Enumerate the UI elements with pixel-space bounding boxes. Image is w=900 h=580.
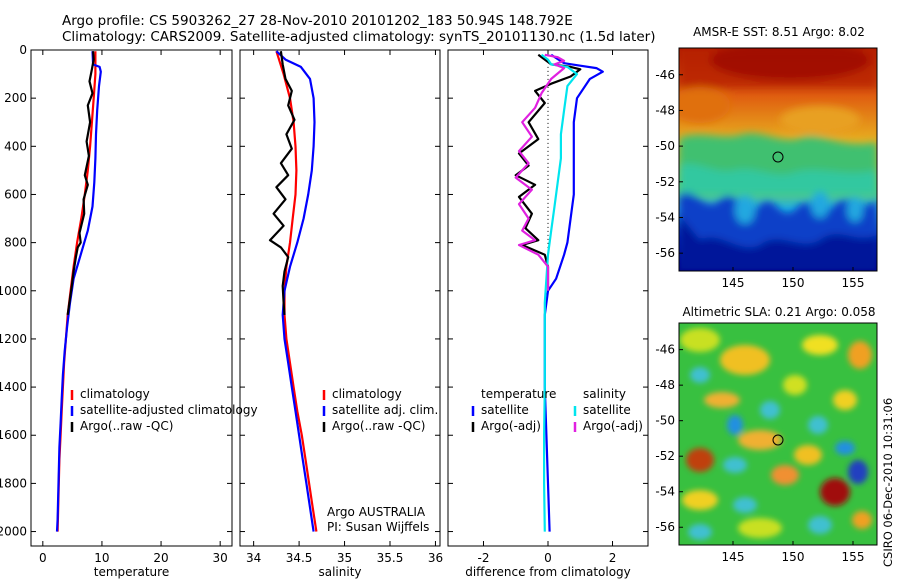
map-y-tick-label: -54	[655, 485, 675, 499]
series-line-4	[514, 53, 566, 291]
legend-entry: salinity	[583, 387, 626, 401]
map-x-tick-label: 145	[722, 276, 745, 290]
legend-entry: Argo(-adj)	[481, 419, 541, 433]
x-tick-label: 34	[246, 551, 261, 565]
x-tick-label: 2	[609, 551, 617, 565]
map-y-tick-label: -48	[655, 378, 675, 392]
y-tick-label: 2000	[0, 525, 27, 539]
legend-entry: Argo(..raw -QC)	[80, 419, 173, 433]
sla-map-ticks: 145 150 155 -46 -48 -50 -52 -54 -56	[655, 343, 864, 564]
x-tick-label: 0	[544, 551, 552, 565]
x-tick-label: 10	[94, 551, 109, 565]
series-line-3	[66, 51, 95, 316]
map-x-tick-label: 150	[782, 550, 805, 564]
legend-entry: climatology	[332, 387, 402, 401]
sst-map-title: AMSR-E SST: 8.51 Argo: 8.02	[693, 25, 865, 39]
x-tick-label: 0	[39, 551, 47, 565]
axes-box	[239, 49, 441, 547]
x-axis-label: salinity	[318, 565, 361, 579]
footer-stamp: CSIRO 06-Dec-2010 10:31:06	[881, 398, 895, 567]
x-tick-label: -2	[477, 551, 489, 565]
profile-plots: 0 10 20 30020040060080010001200140016001800…	[0, 43, 649, 579]
sla-map-title: Altimetric SLA: 0.21 Argo: 0.058	[682, 305, 875, 319]
y-tick-label: 1400	[0, 380, 27, 394]
x-tick-label: 35	[337, 551, 352, 565]
legend-entry: satellite	[481, 403, 529, 417]
legend-entry: temperature	[481, 387, 556, 401]
map-y-tick-label: -54	[655, 210, 675, 224]
legend-entry: satellite	[583, 403, 631, 417]
sst-map-ticks: 145 150 155 -46 -48 -50 -52 -54 -56	[655, 68, 864, 290]
legend-entry: Argo(..raw -QC)	[332, 419, 425, 433]
series-line-2	[275, 50, 316, 532]
legend-entry: Argo(-adj)	[583, 419, 643, 433]
map-y-tick-label: -48	[655, 103, 675, 117]
profile-panel-2: 34 34.5 35 35.5 36 salinity climatology satelli…	[239, 49, 443, 579]
series-line-3	[540, 53, 579, 532]
x-tick-label: 36	[428, 551, 443, 565]
series-line-3	[268, 51, 296, 315]
x-tick-label: 30	[213, 551, 228, 565]
x-tick-label: 34.5	[286, 551, 313, 565]
map-y-tick-label: -56	[655, 520, 675, 534]
sst-field	[679, 48, 877, 271]
series-line-2	[55, 51, 102, 532]
map-y-tick-label: -50	[655, 414, 675, 428]
y-tick-label: 1800	[0, 476, 27, 490]
map-x-tick-label: 155	[842, 276, 865, 290]
sla-argo-marker	[772, 434, 784, 446]
sla-field	[679, 323, 877, 545]
annotation-text: PI: Susan Wijffels	[327, 520, 429, 534]
map-x-tick-label: 145	[722, 550, 745, 564]
legend-entry: satellite-adjusted climatology	[80, 403, 258, 417]
y-tick-label: 800	[4, 236, 27, 250]
y-tick-label: 600	[4, 187, 27, 201]
map-y-tick-label: -52	[655, 175, 675, 189]
map-y-tick-label: -56	[655, 246, 675, 260]
legend-entry: satellite adj. clim.	[332, 403, 438, 417]
y-tick-label: 200	[4, 91, 27, 105]
axes-box	[30, 49, 233, 547]
y-tick-label: 1000	[0, 284, 27, 298]
annotation-text: Argo AUSTRALIA	[327, 505, 426, 519]
figure-title-line2: Climatology: CARS2009. Satellite-adjuste…	[62, 29, 656, 45]
y-tick-label: 400	[4, 139, 27, 153]
x-axis-label: difference from climatology	[465, 565, 631, 579]
x-tick-label: 20	[153, 551, 168, 565]
figure-title-line1: Argo profile: CS 5903262_27 28-Nov-2010 …	[62, 13, 573, 29]
map-x-tick-label: 155	[842, 550, 865, 564]
profile-panel-1: 0 10 20 30 0 200 400 600 800 1000 1200 1400 1600 1800…	[0, 43, 258, 579]
map-y-tick-label: -50	[655, 139, 675, 153]
map-x-tick-label: 150	[782, 276, 805, 290]
map-y-tick-label: -46	[655, 343, 675, 357]
x-tick-label: 35.5	[377, 551, 404, 565]
series-line-1	[543, 53, 604, 532]
sst-map: AMSR-E SST: 8.51 Argo: 8.02 145 150 155 -46…	[655, 25, 878, 290]
legend-entry: climatology	[80, 387, 150, 401]
y-tick-label: 1200	[0, 332, 27, 346]
map-y-tick-label: -46	[655, 68, 675, 82]
sst-argo-marker	[772, 151, 784, 163]
y-tick-label: 1600	[0, 428, 27, 442]
y-tick-label: 0	[19, 43, 27, 57]
sla-map: Altimetric SLA: 0.21 Argo: 0.058	[655, 305, 878, 564]
map-y-tick-label: -52	[655, 449, 675, 463]
x-axis-label: temperature	[94, 565, 169, 579]
